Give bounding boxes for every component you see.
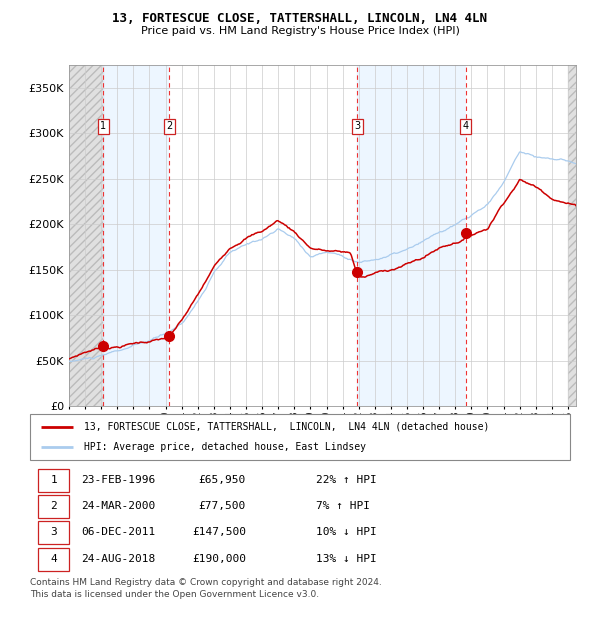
- Bar: [103, 65, 169, 406]
- Text: 4: 4: [463, 122, 469, 131]
- Text: 23-FEB-1996: 23-FEB-1996: [82, 475, 155, 485]
- Text: 24-AUG-2018: 24-AUG-2018: [82, 554, 155, 564]
- Text: 4: 4: [50, 554, 57, 564]
- FancyBboxPatch shape: [38, 495, 70, 518]
- FancyBboxPatch shape: [38, 521, 70, 544]
- Text: 2: 2: [50, 501, 57, 512]
- Text: 3: 3: [50, 527, 57, 538]
- FancyBboxPatch shape: [38, 548, 70, 571]
- Text: HPI: Average price, detached house, East Lindsey: HPI: Average price, detached house, East…: [84, 442, 366, 452]
- Text: 13% ↓ HPI: 13% ↓ HPI: [316, 554, 377, 564]
- Text: 7% ↑ HPI: 7% ↑ HPI: [316, 501, 370, 512]
- Text: 3: 3: [355, 122, 361, 131]
- Text: 1: 1: [100, 122, 106, 131]
- Bar: [466, 65, 576, 406]
- Text: 2: 2: [166, 122, 172, 131]
- Bar: [568, 65, 576, 406]
- Text: 22% ↑ HPI: 22% ↑ HPI: [316, 475, 377, 485]
- FancyBboxPatch shape: [38, 469, 70, 492]
- Text: Price paid vs. HM Land Registry's House Price Index (HPI): Price paid vs. HM Land Registry's House …: [140, 26, 460, 36]
- Text: Contains HM Land Registry data © Crown copyright and database right 2024.: Contains HM Land Registry data © Crown c…: [30, 578, 382, 587]
- Text: This data is licensed under the Open Government Licence v3.0.: This data is licensed under the Open Gov…: [30, 590, 319, 600]
- Text: 10% ↓ HPI: 10% ↓ HPI: [316, 527, 377, 538]
- Text: £77,500: £77,500: [199, 501, 246, 512]
- Bar: [568, 65, 576, 406]
- Text: 1: 1: [50, 475, 57, 485]
- Text: £65,950: £65,950: [199, 475, 246, 485]
- Text: £147,500: £147,500: [192, 527, 246, 538]
- Bar: [358, 65, 466, 406]
- Bar: [169, 65, 358, 406]
- Bar: [69, 65, 103, 406]
- Text: 13, FORTESCUE CLOSE, TATTERSHALL, LINCOLN, LN4 4LN: 13, FORTESCUE CLOSE, TATTERSHALL, LINCOL…: [113, 12, 487, 25]
- Text: 06-DEC-2011: 06-DEC-2011: [82, 527, 155, 538]
- Text: £190,000: £190,000: [192, 554, 246, 564]
- Bar: [69, 65, 103, 406]
- Text: 13, FORTESCUE CLOSE, TATTERSHALL,  LINCOLN,  LN4 4LN (detached house): 13, FORTESCUE CLOSE, TATTERSHALL, LINCOL…: [84, 422, 490, 432]
- Text: 24-MAR-2000: 24-MAR-2000: [82, 501, 155, 512]
